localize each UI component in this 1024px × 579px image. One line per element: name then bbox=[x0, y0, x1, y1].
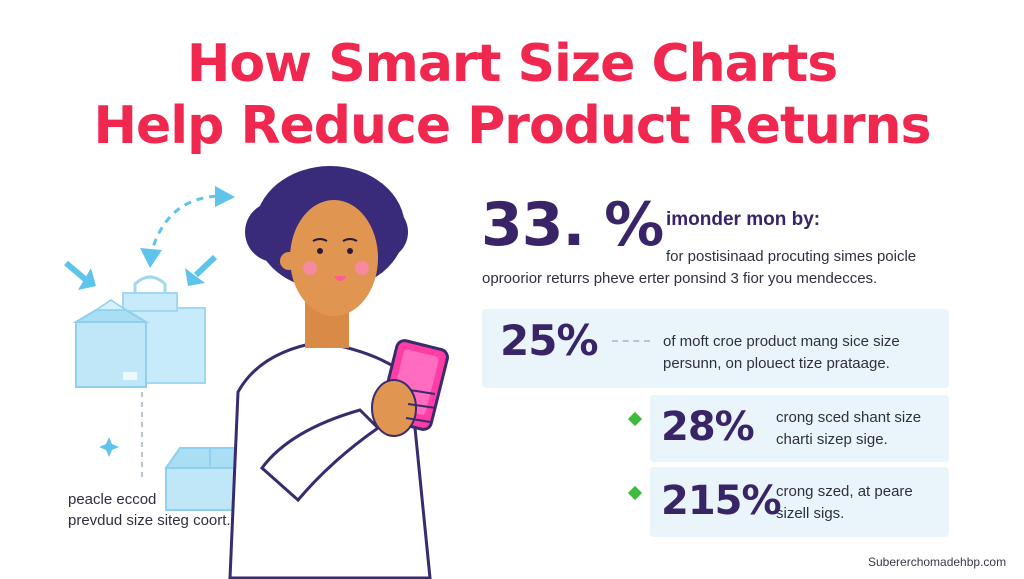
arrow-down-left-icon bbox=[185, 254, 218, 286]
stat-4-value: 215% bbox=[661, 478, 782, 524]
stat-3-text-line-1: crong sced shant size bbox=[776, 409, 922, 426]
stat-3-text: crong sced shant size charti sizep sige. bbox=[776, 407, 921, 451]
stat-2-panel bbox=[482, 309, 949, 388]
person-illustration bbox=[228, 166, 449, 579]
stat-3-value: 28% bbox=[661, 404, 755, 450]
stat-4-text-line-2: sizell sigs. bbox=[776, 505, 845, 522]
stat-1-text-line-1: for postisinaad procuting simes poicle bbox=[666, 248, 917, 265]
arrow-down-right-icon bbox=[64, 260, 96, 290]
stat-1-value: 33. % bbox=[481, 190, 664, 260]
stat-2-text-line-1: of moft croe product mang sice size bbox=[663, 333, 900, 350]
diamond-bullet-icon bbox=[627, 485, 643, 501]
stat-1-heading: imonder mon by: bbox=[666, 209, 821, 230]
title-line-2: Help Reduce Product Returns bbox=[93, 96, 932, 156]
illustration-caption: peacle eccod prevdud size siteg coort. bbox=[68, 489, 231, 531]
stat-1-text-line-2: oproorior returrs pheve erter ponsind 3 … bbox=[482, 270, 878, 287]
watermark-text: Subererchomadehbp.com bbox=[868, 555, 1007, 569]
stat-2-text-line-2: persunn, on plouect tize prataage. bbox=[663, 355, 890, 372]
stat-3-panel bbox=[650, 395, 949, 462]
stat-2-value: 25% bbox=[500, 316, 599, 365]
stat-2-dashed-connector bbox=[612, 340, 650, 342]
stat-2-text: of moft croe product mang sice size pers… bbox=[663, 331, 900, 375]
illustration bbox=[64, 166, 449, 579]
title-line-1: How Smart Size Charts bbox=[186, 34, 838, 94]
stat-4-text-line-1: crong szed, at peare bbox=[776, 483, 913, 500]
diamond-bullet-icon bbox=[627, 411, 643, 427]
open-box-icon bbox=[72, 299, 150, 388]
caption-line-1: peacle eccod bbox=[68, 491, 157, 508]
sparkle-icon bbox=[99, 437, 119, 457]
caption-line-2: prevdud size siteg coort. bbox=[68, 512, 231, 529]
curved-arrow-icon bbox=[140, 186, 235, 268]
stat-4-text: crong szed, at peare sizell sigs. bbox=[776, 481, 913, 525]
stat-4-panel bbox=[650, 467, 949, 537]
stat-3-text-line-2: charti sizep sige. bbox=[776, 431, 888, 448]
